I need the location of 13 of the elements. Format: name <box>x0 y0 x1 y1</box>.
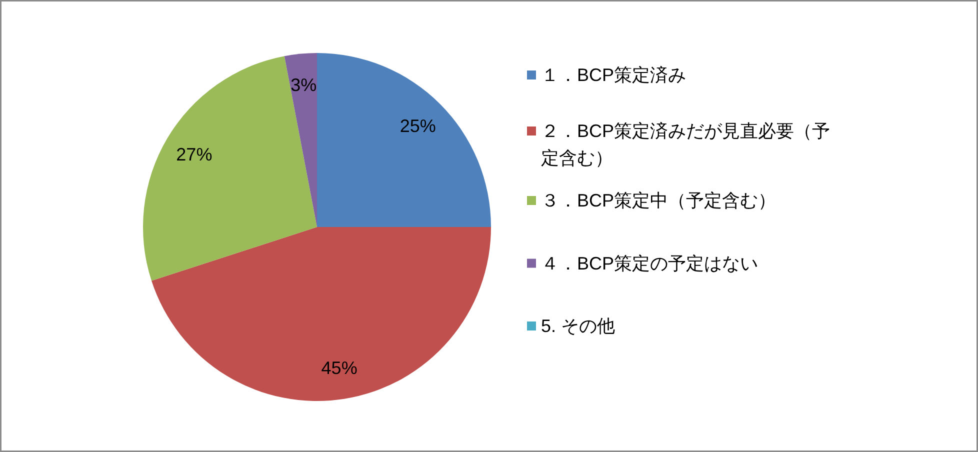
data-label: 25% <box>400 116 436 136</box>
pie-slice <box>284 53 317 227</box>
data-label: 27% <box>176 144 212 164</box>
legend-label: ２．BCP策定済みだが見直必要（予定含む） <box>541 121 830 168</box>
data-label: 3% <box>290 74 317 95</box>
legend-label: １．BCP策定済み <box>541 65 686 85</box>
pie-slice <box>152 227 491 401</box>
legend-label: ３．BCP策定中（予定含む） <box>541 190 776 210</box>
pie-slice <box>317 53 491 227</box>
pie-slice <box>143 56 317 281</box>
data-label: 45% <box>321 358 358 378</box>
legend-label: ４．BCP策定の予定はない <box>541 253 758 274</box>
legend-label: 5. その他 <box>541 316 616 336</box>
